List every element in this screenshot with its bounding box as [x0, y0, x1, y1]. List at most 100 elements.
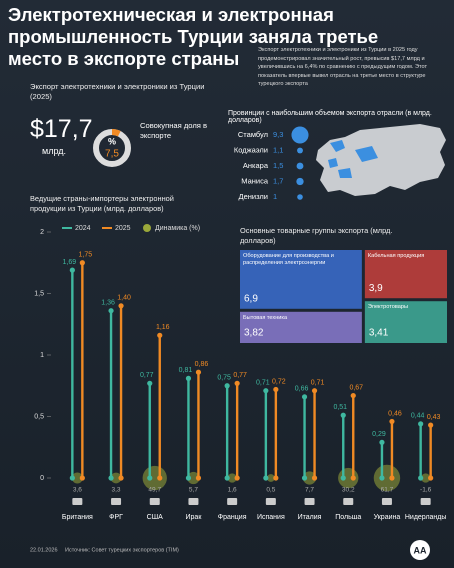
dynamics-label: 61,7 [381, 487, 394, 494]
title: Электротехническая и электронная промышл… [8, 4, 448, 70]
bar-base [195, 475, 202, 481]
value-label: 1,36 [101, 300, 115, 307]
dynamics-label: 49,7 [148, 487, 161, 494]
value-label: 0,43 [427, 414, 441, 421]
bar [148, 383, 151, 478]
province-value: 1 [273, 192, 277, 201]
flag [304, 498, 315, 505]
bar [264, 390, 268, 478]
flag [188, 498, 199, 505]
bar-base [108, 475, 114, 481]
logo-badge [410, 540, 430, 560]
bar-top [311, 388, 318, 394]
bar-base [379, 475, 385, 481]
summary-heading: Экспорт электротехники и электроники из … [30, 82, 205, 101]
bar-top [195, 369, 202, 375]
value-label: 0,67 [349, 384, 363, 391]
bar-base [273, 475, 279, 481]
dynamics-label: 3,3 [112, 487, 121, 494]
flag [149, 498, 160, 505]
dynamics-label: 30,2 [342, 487, 355, 494]
province-value: 9,3 [273, 130, 283, 139]
treemap-cell [364, 301, 447, 343]
dynamics-label: 7,7 [305, 487, 314, 494]
province-name: Коджаэли [234, 145, 268, 154]
bar-top [350, 392, 356, 399]
value-label: 0,77 [140, 372, 154, 379]
flag [227, 498, 238, 505]
province-name: Анкара [243, 161, 269, 170]
bar-top [273, 386, 279, 393]
bar [197, 372, 200, 478]
bar-top [69, 267, 75, 273]
dynamics-bubble [302, 471, 317, 485]
treemap-cell [364, 250, 447, 299]
bar-top [418, 421, 424, 427]
flag [265, 498, 276, 505]
bar [429, 425, 432, 478]
province-value: 1,1 [273, 145, 283, 154]
map-region [328, 140, 378, 178]
dynamics-bubble [110, 472, 122, 484]
value-label: 0,77 [233, 372, 247, 379]
value-label: 0,86 [195, 361, 209, 368]
province-bubble [291, 126, 309, 144]
bar [235, 383, 239, 478]
province-name: Маниса [241, 176, 269, 185]
y-tick-label: 2 [40, 229, 44, 236]
bar-top [428, 422, 434, 428]
bar-top [263, 388, 269, 394]
flag [111, 498, 122, 505]
bar-top [118, 303, 124, 309]
bar-base [340, 475, 346, 481]
bar [352, 395, 355, 478]
value-label: 1,40 [117, 295, 131, 302]
flag [72, 498, 83, 505]
dynamics-bubble [373, 464, 401, 492]
flag [420, 498, 431, 505]
bar [119, 305, 123, 478]
bar [390, 421, 394, 478]
bar-base [418, 475, 424, 481]
legend-swatch [143, 224, 151, 232]
treemap-value: 3,82 [244, 328, 264, 339]
provinces-title: Провинции с наибольшим объемом экспорта … [228, 110, 432, 124]
province-bubble [296, 177, 304, 186]
value-label: 0,66 [295, 386, 309, 393]
dynamics-label: 0,5 [266, 487, 275, 494]
bar-top [108, 308, 114, 314]
value-label: 0,71 [256, 380, 270, 387]
legend-label: Динамика (%) [155, 225, 200, 232]
y-tick-label: 0 [40, 475, 44, 482]
province-value: 1,5 [273, 161, 283, 170]
dynamics-bubble [227, 473, 237, 483]
treemap-value: 6,9 [244, 293, 258, 304]
bar [158, 335, 161, 478]
treemap-value: 3,9 [369, 283, 383, 294]
bar [274, 389, 278, 478]
x-tick-label: Франция [218, 514, 247, 521]
bar [313, 390, 316, 478]
value-label: 0,51 [333, 404, 347, 411]
bar-top [147, 380, 153, 386]
title-line: промышленность Турции заняла третье [8, 26, 379, 47]
value-label: 0,81 [179, 367, 193, 374]
bar-base [234, 475, 240, 481]
x-tick-label: Украина [374, 514, 401, 521]
y-tick-label: 1,5 [34, 290, 44, 297]
bar-base [118, 475, 124, 481]
treemap-cell [240, 250, 362, 309]
flag [381, 498, 392, 505]
treemap-label: Оборудование для производства и распреде… [243, 253, 334, 266]
bar-base [157, 475, 163, 481]
bar [303, 396, 306, 478]
value-label: 0,44 [411, 413, 425, 420]
date: 22.01.2026 [30, 547, 58, 553]
y-tick-label: 0,5 [34, 413, 44, 420]
x-tick-label: Ирак [186, 514, 203, 521]
bar-top [340, 412, 346, 418]
bar [109, 310, 113, 478]
bar-base [185, 475, 192, 481]
bar-top [379, 439, 385, 445]
